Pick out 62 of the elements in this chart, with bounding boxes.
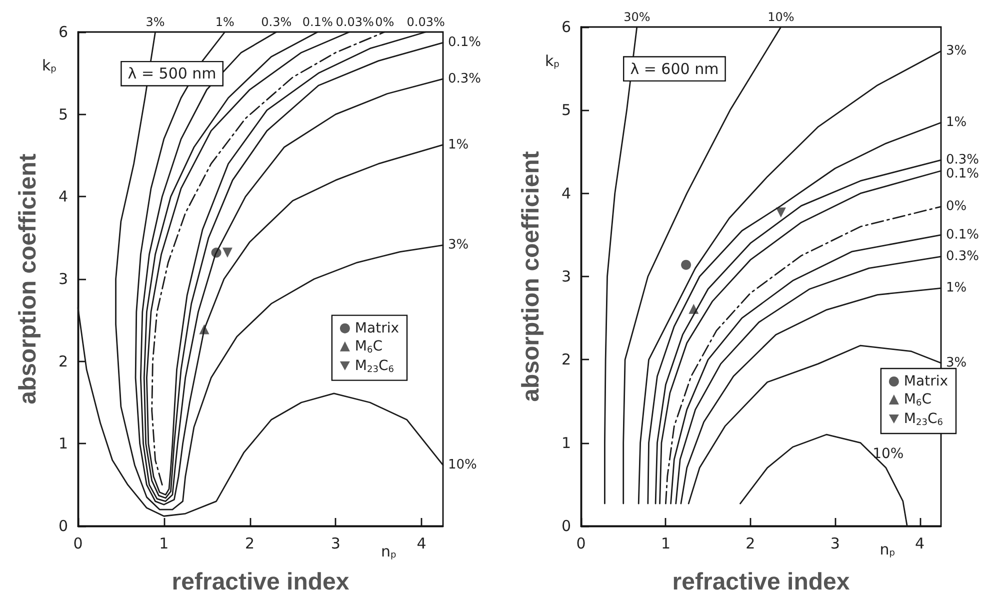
text: np [880, 540, 896, 558]
y-axis-title: absorption coefficient [518, 151, 544, 402]
x-axis-title: refractive index [672, 568, 850, 596]
legend-label: Matrix [354, 320, 399, 336]
point [776, 207, 786, 218]
annotation: 0.3% [946, 249, 980, 264]
y-axis-title: absorption coefficient [14, 154, 42, 404]
annotation: 0.1% [946, 227, 980, 242]
x-tick-label: 4 [915, 534, 925, 552]
annotation: 0.03% [336, 15, 374, 29]
annotation: 10% [448, 458, 477, 473]
text: kp [545, 52, 560, 70]
annotation: 1% [946, 280, 967, 296]
annotation: 10% [872, 446, 904, 462]
annotation: 0.1% [448, 35, 482, 50]
annotation: 0.3% [261, 15, 292, 29]
text: kp [42, 56, 57, 75]
annotation: 0.1% [946, 166, 980, 182]
annotation: 1% [215, 15, 234, 29]
y-tick-label: 5 [561, 101, 571, 120]
x-tick-label: 2 [746, 534, 756, 552]
annotation: 0% [946, 199, 967, 214]
annotation: λ = 500 nm [128, 64, 216, 83]
y-tick-label: 5 [58, 105, 68, 124]
annotation: λ = 600 nm [630, 60, 719, 78]
y-tick-label: 6 [58, 23, 68, 41]
y-tick-label: 2 [58, 352, 68, 370]
x-tick-label: 4 [416, 534, 426, 552]
annotation: 3% [946, 44, 967, 59]
y-tick-label: 1 [561, 434, 571, 452]
x-tick-label: 1 [159, 534, 169, 552]
text: np [380, 542, 396, 560]
y-tick-label: 0 [561, 517, 571, 535]
x-tick-label: 1 [660, 534, 670, 552]
y-tick-label: 6 [561, 18, 571, 36]
x-tick-label: 2 [244, 534, 255, 552]
y-tick-label: 1 [58, 434, 68, 453]
annotation: 0.3% [448, 71, 482, 86]
annotation: 0.3% [946, 152, 980, 168]
annotation: 0.1% [302, 15, 333, 29]
x-tick-label: 0 [73, 534, 83, 552]
x-tick-label: 3 [330, 534, 340, 552]
y-tick-label: 3 [58, 270, 68, 288]
annotation: 30% [624, 10, 650, 24]
annotation: 10% [768, 10, 794, 24]
annotation: 0.03% [406, 15, 445, 29]
annotation: 3% [146, 15, 165, 29]
annotation: 1% [946, 115, 967, 130]
legend-label: Matrix [904, 374, 948, 390]
y-tick-label: 3 [561, 268, 571, 286]
x-tick-label: 0 [576, 534, 586, 552]
annotation: 3% [448, 238, 469, 253]
y-tick-label: 4 [58, 188, 68, 206]
y-tick-label: 0 [58, 517, 68, 535]
x-axis-title: refractive index [172, 568, 350, 596]
y-tick-label: 4 [561, 184, 571, 202]
point [681, 260, 692, 270]
y-tick-label: 2 [561, 350, 571, 369]
annotation: 1% [448, 137, 469, 152]
annotation: 0% [375, 15, 394, 29]
x-tick-label: 3 [830, 534, 840, 552]
annotation: 3% [946, 355, 967, 370]
